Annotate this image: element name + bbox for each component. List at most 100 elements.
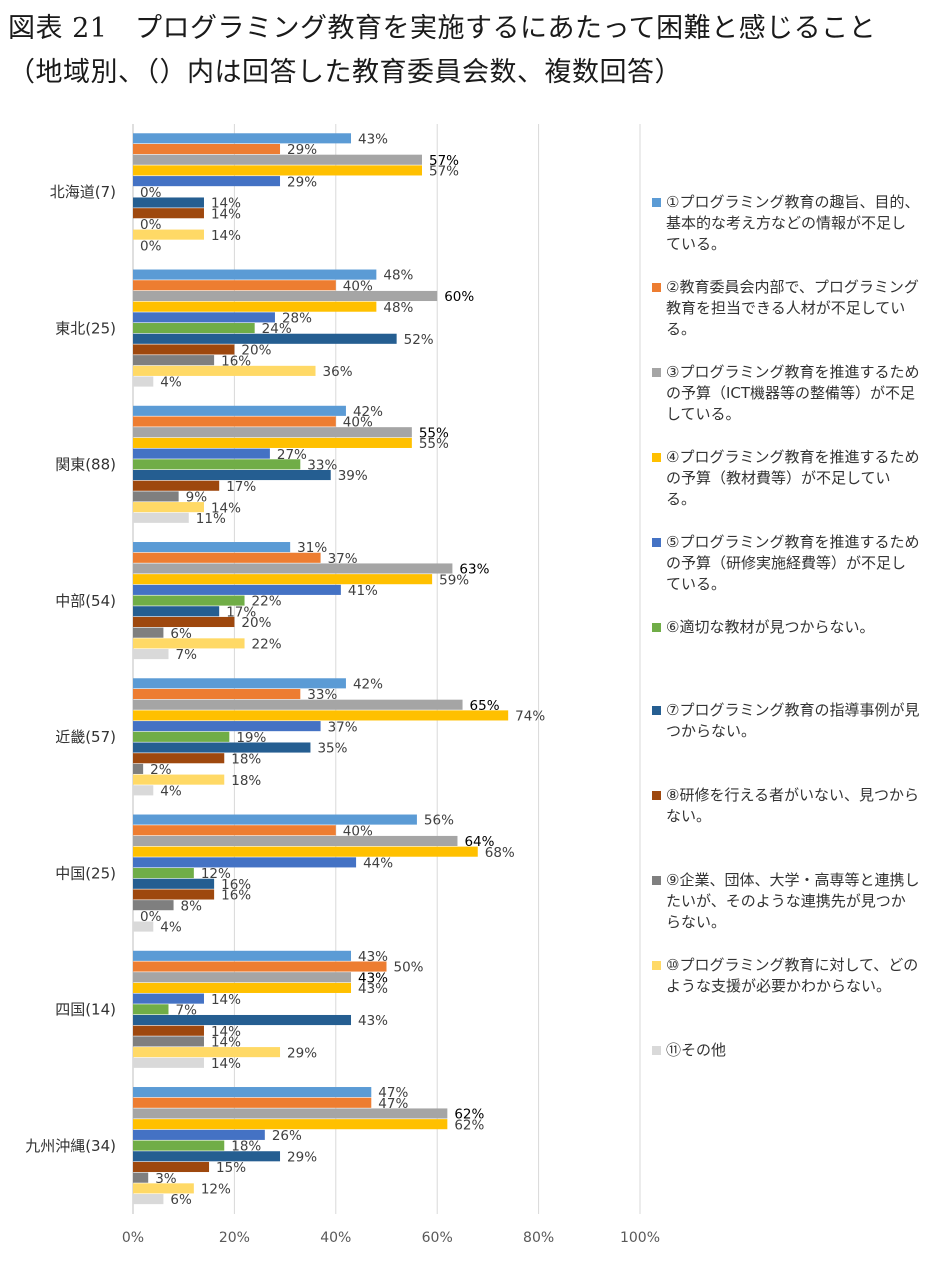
category-label: 四国(14) — [55, 1001, 116, 1019]
legend-swatch — [652, 538, 661, 547]
data-label: 18% — [231, 751, 261, 767]
data-label: 48% — [383, 268, 413, 284]
data-label: 8% — [181, 898, 203, 914]
bar — [133, 416, 336, 427]
bar — [133, 814, 417, 825]
bar — [133, 921, 154, 932]
bar — [133, 1183, 194, 1194]
data-label: 62% — [454, 1117, 484, 1133]
data-label: 14% — [211, 196, 241, 212]
data-label: 26% — [272, 1128, 302, 1144]
bar — [133, 1194, 164, 1205]
bar — [133, 710, 509, 721]
data-label: 14% — [211, 228, 241, 244]
data-label: 14% — [211, 500, 241, 516]
bar — [133, 1047, 281, 1058]
data-label: 40% — [343, 415, 373, 431]
data-label: 31% — [297, 540, 327, 556]
bar — [133, 1057, 204, 1068]
bar — [133, 448, 270, 459]
data-label: 17% — [226, 479, 256, 495]
legend-label: ⑤プログラミング教育を推進するための予算（研修実施経費等）が不足している。 — [666, 533, 920, 593]
bar — [133, 574, 433, 585]
legend-swatch — [652, 876, 661, 885]
bar — [133, 846, 478, 857]
bar — [133, 1140, 225, 1151]
data-label: 47% — [378, 1096, 408, 1112]
legend-label: ⑦プログラミング教育の指導事例が見つからない。 — [666, 701, 920, 740]
bar — [133, 502, 204, 513]
data-label: 50% — [394, 960, 424, 976]
data-label: 33% — [307, 457, 337, 473]
data-label: 37% — [328, 551, 358, 567]
data-label: 43% — [358, 1013, 388, 1029]
legend-swatch — [652, 198, 661, 207]
data-label: 57% — [429, 153, 459, 169]
category-label: 近畿(57) — [55, 728, 116, 746]
bar — [133, 878, 215, 889]
bar — [133, 1087, 372, 1098]
bar — [133, 301, 377, 312]
bar — [133, 355, 215, 366]
data-label: 14% — [211, 1024, 241, 1040]
legend-swatch — [652, 283, 661, 292]
data-label: 47% — [378, 1085, 408, 1101]
data-label: 14% — [211, 1056, 241, 1072]
bar — [133, 290, 438, 302]
data-label: 16% — [221, 877, 251, 893]
bar — [133, 763, 144, 774]
bar — [133, 688, 301, 700]
data-label: 52% — [404, 332, 434, 348]
data-label: 64% — [464, 834, 494, 850]
bar — [133, 459, 301, 470]
bar — [133, 480, 220, 491]
legend-label: ②教育委員会内部で、プログラミング教育を担当できる人材が不足している。 — [666, 278, 919, 338]
x-tick-label: 80% — [523, 1230, 554, 1246]
data-label: 29% — [287, 1149, 317, 1165]
data-label: 18% — [231, 773, 261, 789]
legend-label: ⑨企業、団体、大学・高専等と連携したいが、そのような連携先が見つからない。 — [666, 871, 920, 931]
data-label: 28% — [282, 311, 312, 327]
data-label: 60% — [444, 289, 474, 305]
bar — [133, 344, 235, 355]
x-tick-label: 60% — [422, 1230, 453, 1246]
legend-label: ⑪その他 — [666, 1041, 727, 1059]
bar — [133, 1129, 265, 1140]
data-label: 7% — [175, 1002, 197, 1018]
bar — [133, 312, 275, 323]
legend-swatch — [652, 623, 661, 632]
data-label: 14% — [211, 1035, 241, 1051]
bar — [133, 606, 220, 617]
bar — [133, 1119, 448, 1130]
bar — [133, 154, 422, 165]
chart-subtitle: （地域別、（）内は回答した教育委員会数、複数回答） — [8, 57, 682, 88]
bar — [133, 972, 352, 983]
bar — [133, 1161, 210, 1173]
legend-label: ⑥適切な教材が見つからない。 — [666, 618, 875, 636]
data-label: 15% — [216, 1160, 246, 1176]
data-label: 35% — [317, 741, 347, 757]
data-label: 42% — [353, 676, 383, 692]
bar — [133, 165, 422, 176]
x-tick-label: 100% — [620, 1230, 660, 1246]
data-label: 43% — [358, 949, 388, 965]
data-label: 11% — [196, 511, 226, 527]
data-label: 57% — [429, 164, 459, 180]
bar — [133, 721, 321, 732]
legend-label: ①プログラミング教育の趣旨、目的、基本的な考え方などの情報が不足している。 — [666, 193, 920, 253]
data-label: 3% — [155, 1171, 177, 1187]
bar — [133, 889, 215, 900]
bar — [133, 1151, 281, 1162]
data-label: 2% — [150, 762, 172, 778]
data-label: 19% — [236, 730, 266, 746]
category-label: 東北(25) — [55, 319, 116, 337]
data-label: 22% — [252, 594, 282, 610]
data-label: 20% — [241, 615, 271, 631]
bar — [133, 280, 336, 291]
data-label: 37% — [328, 719, 358, 735]
bar — [133, 437, 412, 448]
data-label: 6% — [170, 1192, 192, 1208]
bar — [133, 1004, 169, 1015]
data-label: 40% — [343, 278, 373, 294]
